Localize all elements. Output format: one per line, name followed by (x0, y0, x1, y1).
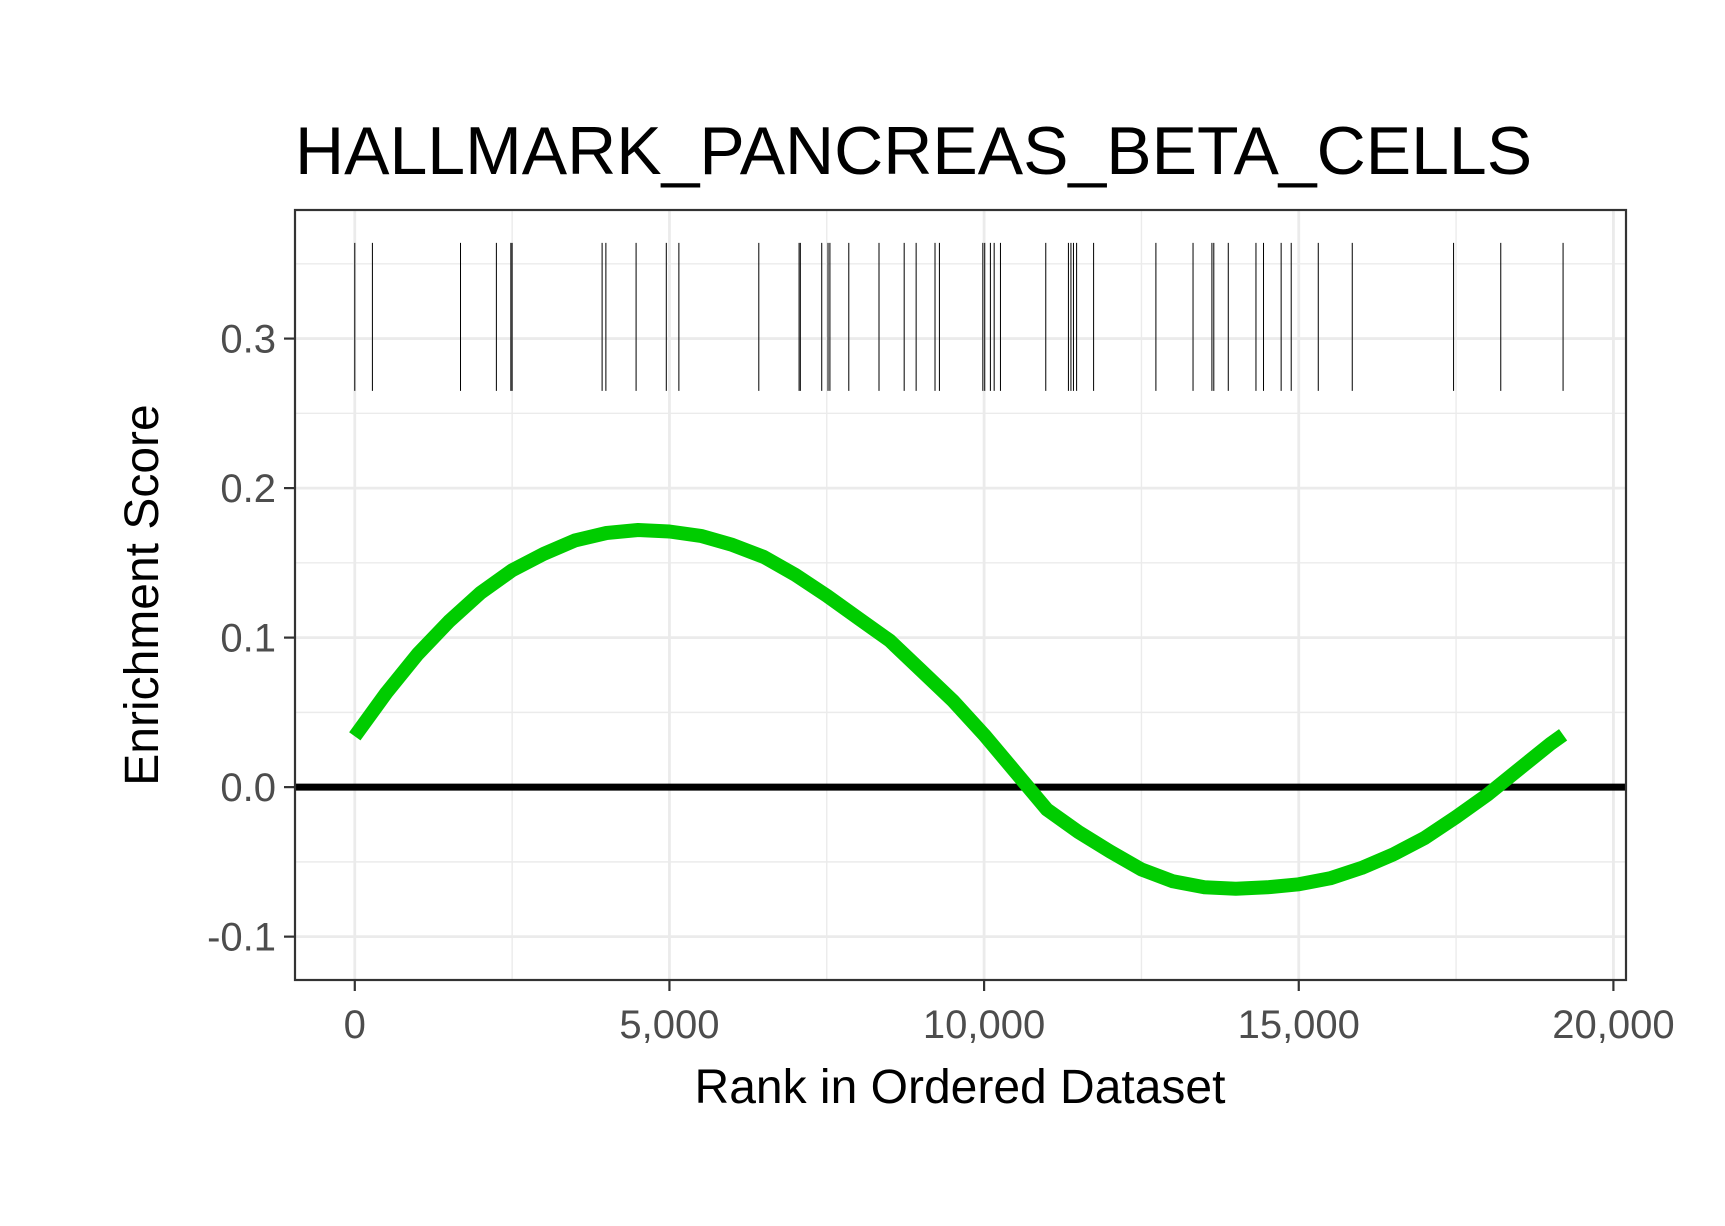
panel-border (293, 208, 1628, 982)
axis-tick-labels: 0 5,000 10,000 15,000 20,000 -0.1 0.0 0.1 0.2 0.3 (207, 318, 1675, 1047)
y-tick-label: 0.2 (220, 467, 276, 511)
x-tick-label: 10,000 (923, 1003, 1045, 1047)
x-tick-label: 20,000 (1552, 1003, 1674, 1047)
axis-ticks (284, 337, 1615, 991)
enrichment-curve (349, 523, 1568, 896)
x-tick-label: 0 (344, 1003, 366, 1047)
y-axis-title: Enrichment Score (116, 404, 169, 786)
chart-title: HALLMARK_PANCREAS_BETA_CELLS (295, 113, 1532, 189)
y-tick-label: 0.1 (220, 617, 276, 661)
enrichment-curve-layer (349, 523, 1568, 896)
x-tick-label: 15,000 (1238, 1003, 1360, 1047)
x-axis-title: Rank in Ordered Dataset (695, 1061, 1226, 1114)
y-tick-label: 0.0 (220, 766, 276, 810)
y-tick-label: -0.1 (207, 916, 276, 960)
hit-ticks (354, 242, 1564, 391)
y-tick-label: 0.3 (220, 318, 276, 362)
x-tick-label: 5,000 (619, 1003, 719, 1047)
